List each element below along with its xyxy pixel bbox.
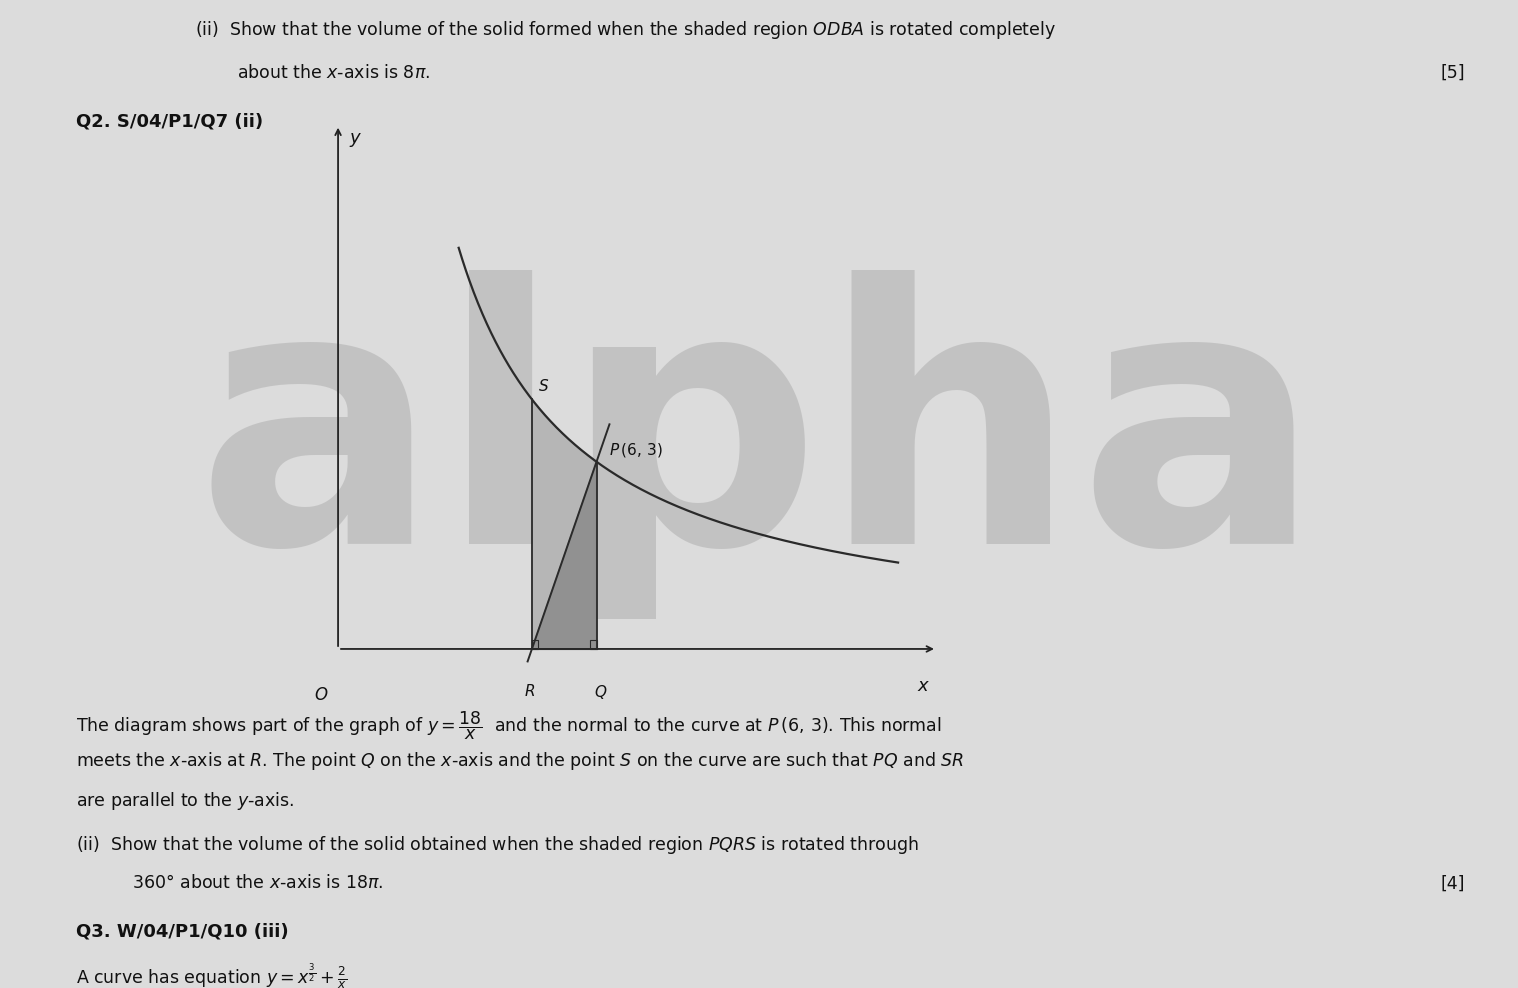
Text: A curve has equation $y = x^{\frac{3}{2}} + \frac{2}{x}$: A curve has equation $y = x^{\frac{3}{2}… bbox=[76, 962, 348, 988]
Text: [5]: [5] bbox=[1441, 64, 1465, 82]
Text: $S$: $S$ bbox=[539, 378, 550, 394]
Text: (ii)  Show that the volume of the solid obtained when the shaded region $PQRS$ i: (ii) Show that the volume of the solid o… bbox=[76, 834, 918, 857]
Text: Q2. S/04/P1/Q7 (ii): Q2. S/04/P1/Q7 (ii) bbox=[76, 112, 263, 130]
Text: $P\,(6,\,3)$: $P\,(6,\,3)$ bbox=[609, 441, 663, 458]
Text: about the $x$-axis is $8\pi$.: about the $x$-axis is $8\pi$. bbox=[237, 64, 430, 82]
Bar bbox=[591, 639, 597, 649]
Text: $R$: $R$ bbox=[524, 684, 536, 700]
Text: $x$: $x$ bbox=[917, 677, 931, 695]
Text: are parallel to the $y$-axis.: are parallel to the $y$-axis. bbox=[76, 790, 294, 812]
Text: (ii)  Show that the volume of the solid formed when the shaded region $ODBA$ is : (ii) Show that the volume of the solid f… bbox=[194, 20, 1055, 41]
Text: [4]: [4] bbox=[1441, 874, 1465, 892]
Text: Q3. W/04/P1/Q10 (iii): Q3. W/04/P1/Q10 (iii) bbox=[76, 923, 288, 941]
Text: meets the $x$-axis at $R$. The point $Q$ on the $x$-axis and the point $S$ on th: meets the $x$-axis at $R$. The point $Q$… bbox=[76, 750, 964, 772]
Polygon shape bbox=[531, 399, 597, 649]
Text: $360°$ about the $x$-axis is $18\pi$.: $360°$ about the $x$-axis is $18\pi$. bbox=[132, 874, 384, 892]
Text: The diagram shows part of the graph of $y = \dfrac{18}{x}$  and the normal to th: The diagram shows part of the graph of $… bbox=[76, 709, 941, 742]
Bar bbox=[531, 639, 539, 649]
Polygon shape bbox=[531, 461, 597, 649]
Text: $y$: $y$ bbox=[349, 131, 363, 149]
Text: $Q$: $Q$ bbox=[594, 684, 607, 701]
Text: alpha: alpha bbox=[196, 270, 1322, 619]
Text: $O$: $O$ bbox=[314, 687, 329, 704]
